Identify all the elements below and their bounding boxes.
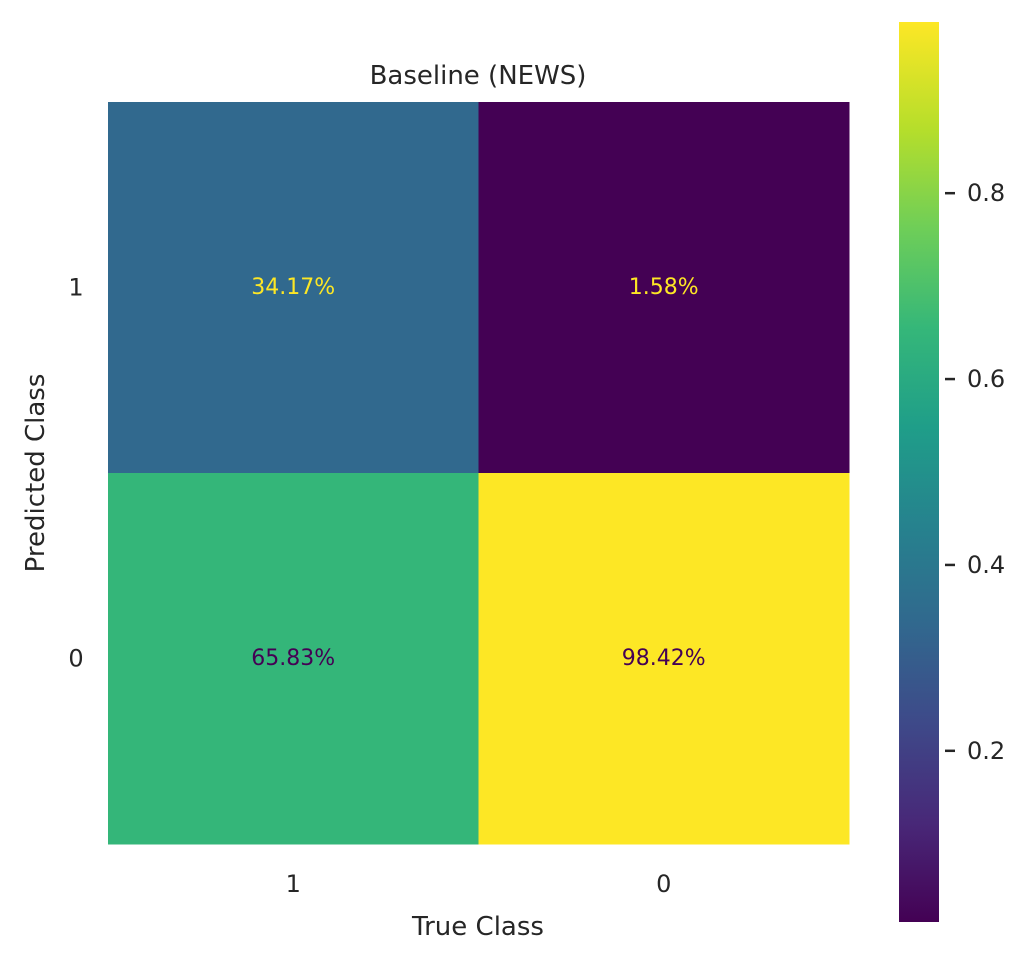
y-tick-label: 0 (68, 645, 83, 673)
colorbar-tick-label: 0.4 (967, 551, 1005, 579)
heatmap-cell-labels: 34.17% 1.58% 65.83% 98.42% (251, 275, 705, 671)
colorbar (899, 22, 939, 922)
heatmap-cells (108, 102, 850, 845)
cell-value-label: 34.17% (251, 275, 335, 300)
heatmap-cell (478, 102, 850, 474)
cell-value-label: 65.83% (251, 646, 335, 671)
colorbar-tick-label: 0.8 (967, 179, 1005, 207)
chart-title: Baseline (NEWS) (370, 61, 587, 91)
colorbar-ticks: 0.2 0.4 0.6 0.8 (945, 179, 1005, 765)
y-axis-ticks: 10 (68, 274, 83, 673)
x-tick-label: 0 (656, 870, 671, 898)
y-axis-label: Predicted Class (21, 374, 51, 573)
colorbar-tick-label: 0.6 (967, 365, 1005, 393)
colorbar-tick-label: 0.2 (967, 737, 1005, 765)
x-axis-label: True Class (411, 912, 544, 942)
y-tick-label: 1 (68, 274, 83, 302)
x-tick-label: 1 (286, 870, 301, 898)
heatmap-cell (108, 473, 479, 845)
heatmap-cell (478, 473, 850, 845)
cell-value-label: 1.58% (629, 275, 699, 300)
heatmap-cell (108, 102, 479, 474)
cell-value-label: 98.42% (622, 646, 706, 671)
